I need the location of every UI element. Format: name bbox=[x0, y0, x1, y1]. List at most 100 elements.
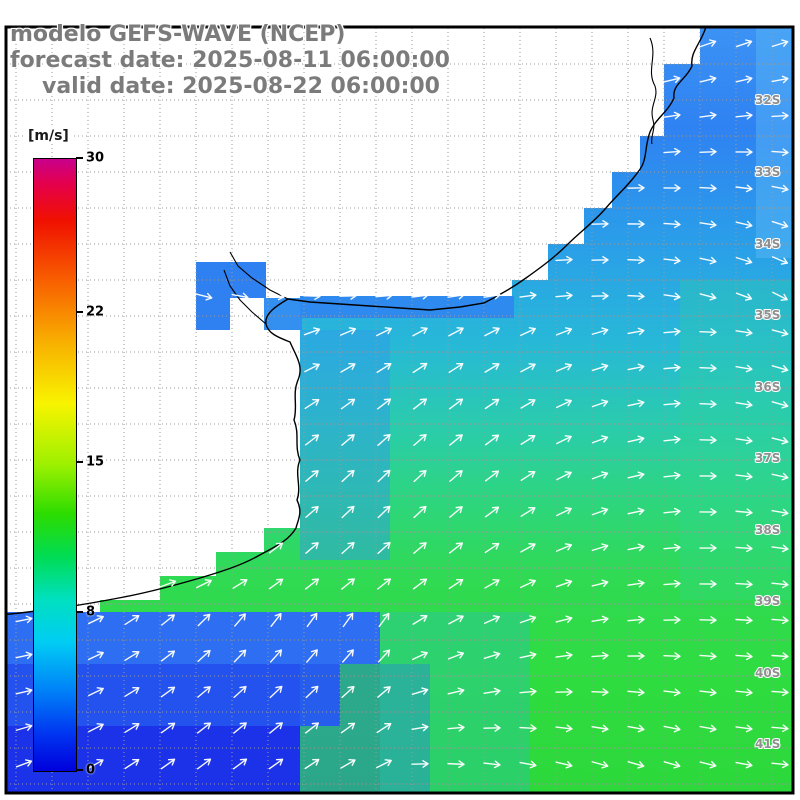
wind-arrow bbox=[771, 724, 789, 733]
ocean-patch bbox=[196, 298, 230, 330]
wind-arrow bbox=[519, 760, 537, 769]
wind-arrow bbox=[234, 613, 246, 627]
wind-arrow bbox=[88, 759, 104, 769]
latitude-label: 36S bbox=[755, 380, 780, 394]
wind-arrow bbox=[159, 579, 177, 588]
wind-arrow bbox=[377, 433, 391, 447]
wind-arrow bbox=[699, 328, 717, 337]
ocean-patch bbox=[300, 330, 390, 560]
wind-arrow bbox=[448, 327, 464, 337]
wind-arrow bbox=[555, 291, 573, 300]
wind-arrow bbox=[591, 507, 609, 516]
wind-arrow bbox=[196, 758, 212, 770]
wind-arrow bbox=[15, 759, 33, 768]
model-name-title: modelo GEFS-WAVE (NCEP) bbox=[10, 22, 346, 47]
wind-arrow bbox=[663, 184, 681, 192]
wind-arrow bbox=[305, 470, 319, 482]
latitude-label: 38S bbox=[755, 523, 780, 537]
wind-arrow bbox=[591, 220, 609, 228]
wind-arrow bbox=[663, 507, 681, 516]
wind-arrow bbox=[342, 649, 354, 663]
wind-arrow bbox=[699, 544, 717, 552]
wind-arrow bbox=[699, 760, 717, 769]
wind-arrow bbox=[341, 578, 355, 590]
wind-arrow bbox=[483, 687, 501, 696]
latitude-label: 37S bbox=[755, 451, 780, 465]
wind-arrow bbox=[591, 615, 609, 624]
ocean-patch bbox=[264, 298, 302, 330]
wind-arrow bbox=[699, 508, 717, 516]
wind-arrow bbox=[555, 651, 573, 660]
wind-arrow bbox=[591, 579, 609, 588]
wind-arrow bbox=[412, 398, 428, 410]
wind-arrow bbox=[449, 470, 463, 482]
wind-arrow bbox=[591, 471, 609, 480]
wind-arrow bbox=[627, 292, 645, 301]
wind-arrow bbox=[304, 398, 320, 410]
wind-arrow bbox=[231, 292, 249, 301]
coastline bbox=[7, 28, 707, 615]
wind-arrow bbox=[160, 686, 176, 698]
wind-arrow bbox=[735, 508, 753, 517]
wind-arrow bbox=[627, 399, 645, 408]
wind-arrow bbox=[304, 758, 320, 770]
wind-arrow bbox=[411, 687, 429, 696]
wind-arrow bbox=[699, 400, 717, 409]
wind-arrow bbox=[771, 365, 789, 373]
wind-arrow bbox=[663, 616, 681, 624]
wind-arrow bbox=[269, 649, 283, 663]
wind-arrow bbox=[771, 760, 789, 769]
wind-arrow bbox=[735, 39, 753, 48]
wind-arrow bbox=[483, 760, 501, 769]
wind-arrow bbox=[341, 685, 355, 699]
wind-arrow bbox=[484, 470, 500, 482]
wind-arrow bbox=[269, 722, 283, 734]
wind-arrow bbox=[627, 724, 645, 733]
wind-arrow bbox=[340, 363, 356, 373]
wind-arrow bbox=[627, 220, 645, 228]
wind-arrow bbox=[735, 148, 753, 156]
wind-arrow bbox=[484, 506, 500, 518]
wind-arrow bbox=[699, 75, 717, 84]
wind-arrow bbox=[376, 722, 392, 734]
wind-arrow bbox=[663, 761, 681, 769]
wind-arrow bbox=[411, 723, 429, 732]
ocean-patch bbox=[756, 28, 792, 258]
wind-arrow bbox=[555, 724, 573, 733]
wind-arrow bbox=[339, 292, 357, 300]
wind-arrow bbox=[771, 508, 789, 517]
wind-arrow bbox=[340, 722, 356, 734]
wind-arrow bbox=[233, 685, 247, 699]
wind-arrow bbox=[305, 506, 319, 518]
wind-arrow bbox=[520, 434, 536, 445]
wind-arrow bbox=[771, 580, 789, 589]
wind-arrow bbox=[447, 687, 465, 696]
wind-arrow bbox=[88, 723, 104, 733]
wind-arrow bbox=[448, 542, 464, 554]
wind-arrow bbox=[699, 724, 717, 733]
wind-arrow bbox=[160, 758, 176, 770]
wind-arrow bbox=[591, 435, 609, 444]
wind-arrow bbox=[124, 651, 140, 661]
wind-arrow bbox=[735, 400, 753, 409]
wind-arrow bbox=[735, 292, 753, 301]
wind-arrow bbox=[340, 398, 356, 410]
wind-arrow bbox=[520, 507, 536, 517]
wind-arrow bbox=[627, 652, 645, 660]
wind-arrow bbox=[304, 434, 320, 446]
wind-arrow bbox=[484, 434, 500, 446]
wind-arrow bbox=[663, 724, 681, 733]
wind-arrow bbox=[233, 649, 247, 663]
wind-arrow bbox=[663, 75, 681, 84]
latitude-label: 35S bbox=[755, 308, 780, 322]
wind-arrow bbox=[15, 687, 33, 696]
wind-arrow bbox=[304, 578, 320, 590]
wind-arrow bbox=[663, 292, 681, 301]
ocean-patch bbox=[300, 296, 514, 318]
wind-arrow bbox=[591, 724, 609, 733]
wind-arrow bbox=[591, 363, 609, 372]
wind-arrow bbox=[341, 469, 355, 483]
colorbar-unit-label: [m/s] bbox=[26, 128, 71, 144]
latitude-label: 32S bbox=[755, 93, 780, 107]
